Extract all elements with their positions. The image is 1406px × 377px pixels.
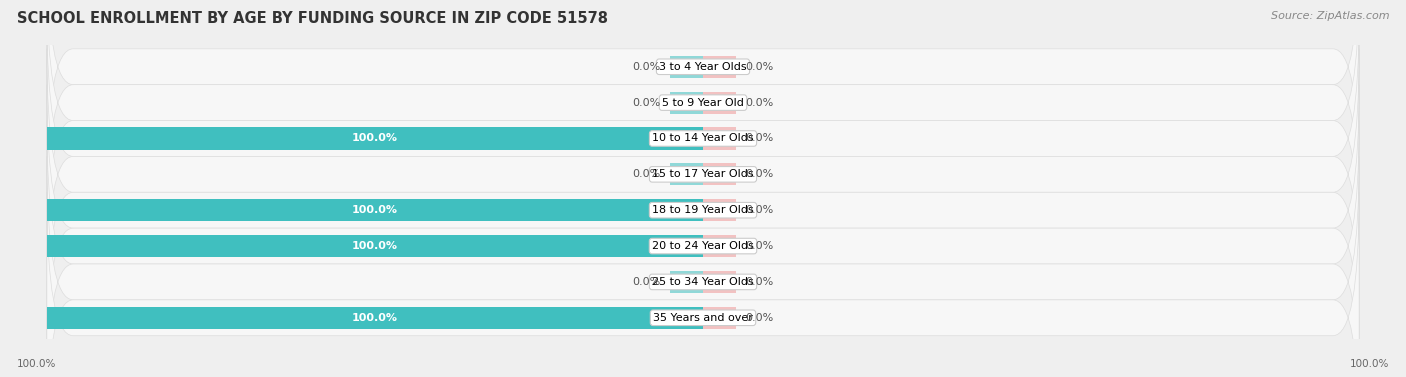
FancyBboxPatch shape: [46, 49, 1360, 300]
Bar: [46, 199, 703, 221]
Text: 0.0%: 0.0%: [633, 98, 661, 107]
Text: 0.0%: 0.0%: [633, 169, 661, 179]
Text: SCHOOL ENROLLMENT BY AGE BY FUNDING SOURCE IN ZIP CODE 51578: SCHOOL ENROLLMENT BY AGE BY FUNDING SOUR…: [17, 11, 607, 26]
Text: 0.0%: 0.0%: [745, 313, 773, 323]
Text: 20 to 24 Year Olds: 20 to 24 Year Olds: [652, 241, 754, 251]
FancyBboxPatch shape: [46, 156, 1360, 377]
Text: 100.0%: 100.0%: [352, 241, 398, 251]
FancyBboxPatch shape: [46, 13, 1360, 264]
Bar: [703, 92, 735, 114]
Text: 0.0%: 0.0%: [745, 169, 773, 179]
FancyBboxPatch shape: [46, 121, 1360, 372]
Bar: [671, 92, 703, 114]
FancyBboxPatch shape: [46, 85, 1360, 336]
Bar: [703, 235, 735, 257]
Text: 15 to 17 Year Olds: 15 to 17 Year Olds: [652, 169, 754, 179]
Text: 0.0%: 0.0%: [745, 205, 773, 215]
FancyBboxPatch shape: [46, 0, 1360, 192]
Text: 5 to 9 Year Old: 5 to 9 Year Old: [662, 98, 744, 107]
Bar: [671, 56, 703, 78]
Bar: [703, 56, 735, 78]
Text: 10 to 14 Year Olds: 10 to 14 Year Olds: [652, 133, 754, 144]
Text: 0.0%: 0.0%: [745, 241, 773, 251]
Bar: [703, 307, 735, 329]
Text: 100.0%: 100.0%: [17, 359, 56, 369]
FancyBboxPatch shape: [46, 0, 1360, 228]
Bar: [671, 271, 703, 293]
Text: 35 Years and over: 35 Years and over: [652, 313, 754, 323]
Text: 18 to 19 Year Olds: 18 to 19 Year Olds: [652, 205, 754, 215]
Text: 0.0%: 0.0%: [745, 277, 773, 287]
Bar: [671, 163, 703, 185]
Text: 0.0%: 0.0%: [745, 98, 773, 107]
Bar: [703, 127, 735, 150]
Text: 0.0%: 0.0%: [633, 277, 661, 287]
Text: Source: ZipAtlas.com: Source: ZipAtlas.com: [1271, 11, 1389, 21]
Bar: [46, 307, 703, 329]
Text: 3 to 4 Year Olds: 3 to 4 Year Olds: [659, 62, 747, 72]
Text: 0.0%: 0.0%: [745, 62, 773, 72]
Text: 100.0%: 100.0%: [352, 205, 398, 215]
Bar: [703, 271, 735, 293]
Text: 0.0%: 0.0%: [633, 62, 661, 72]
Bar: [46, 127, 703, 150]
Text: 25 to 34 Year Olds: 25 to 34 Year Olds: [652, 277, 754, 287]
Bar: [703, 163, 735, 185]
Text: 100.0%: 100.0%: [352, 133, 398, 144]
Bar: [46, 235, 703, 257]
Text: 100.0%: 100.0%: [1350, 359, 1389, 369]
Bar: [703, 199, 735, 221]
Text: 0.0%: 0.0%: [745, 133, 773, 144]
Text: 100.0%: 100.0%: [352, 313, 398, 323]
FancyBboxPatch shape: [46, 192, 1360, 377]
